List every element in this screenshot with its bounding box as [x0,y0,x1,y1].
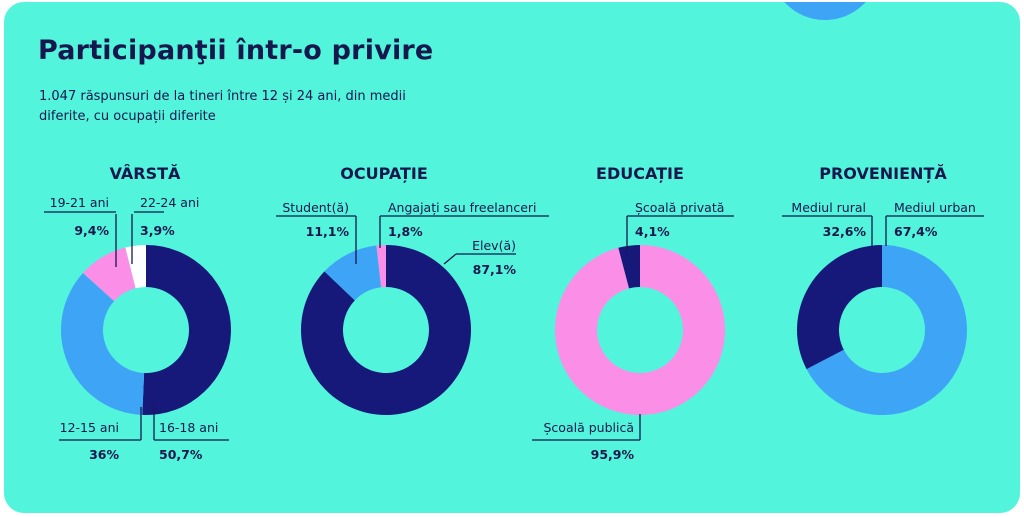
ocupatie-label-elev-a: Elev(ă) [472,238,516,253]
page-subtitle: 1.047 răspunsuri de la tineri între 12 ș… [39,89,406,124]
varsta-label-19-21-ani: 19-21 ani [50,195,109,210]
ocupatie-chart-title: OCUPAȚIE [340,164,428,183]
educatie-slice-scoala-privata [618,245,640,289]
ocupatie-value-student-a: 11,1% [306,224,350,239]
varsta-label-12-15-ani: 12-15 ani [60,420,119,435]
educatie-slice-scoala-publica [555,245,726,415]
varsta-label-22-24-ani: 22-24 ani [140,195,199,210]
provenienta-value-mediul-urban: 67,4% [894,224,938,239]
ocupatie-slice-angajati-sau-freelanceri [376,245,386,288]
ocupatie-value-angajati-sau-freelanceri: 1,8% [388,224,423,239]
provenienta-label-mediul-urban: Mediul urban [894,200,976,215]
page-title: Participanţii într-o privire [38,35,434,66]
provenienta-slice-mediul-rural [797,245,882,370]
provenienta-label-mediul-rural: Mediul rural [791,200,866,215]
varsta-chart-title: VÂRSTĂ [110,164,181,183]
infographic-card: Participanţii într-o privire 1.047 răspu… [4,2,1020,513]
educatie-label-scoala-publica: Școală publică [544,420,635,435]
provenienta-slice-mediul-urban [806,245,967,415]
provenienta-value-mediul-rural: 32,6% [823,224,867,239]
varsta-slice-12-15-ani [61,272,145,415]
varsta-label-16-18-ani: 16-18 ani [159,420,218,435]
varsta-slice-22-24-ani [125,245,146,289]
varsta-value-16-18-ani: 50,7% [159,447,203,462]
ocupatie-label-student-a: Student(ă) [282,200,349,215]
varsta-value-22-24-ani: 3,9% [140,223,175,238]
ocupatie-pointer-elev-a [443,253,457,265]
educatie-value-scoala-privata: 4,1% [635,224,670,239]
provenienta-chart-title: PROVENIENȚĂ [819,164,947,183]
educatie-chart-title: EDUCAȚIE [596,164,684,183]
ocupatie-label-angajati-sau-freelanceri: Angajați sau freelanceri [388,200,537,215]
ocupatie-slice-student-a [324,245,382,301]
varsta-slice-16-18-ani [142,245,232,416]
ocupatie-value-elev-a: 87,1% [473,262,517,277]
educatie-value-scoala-publica: 95,9% [591,447,635,462]
donut-charts: VÂRSTĂ 22-24 ani 3,9% 19-21 ani 9,4% 12-15 an… [44,164,984,462]
varsta-value-19-21-ani: 9,4% [74,223,109,238]
varsta-slice-19-21-ani [82,247,136,302]
ocupatie-slice-elev-a [301,245,471,415]
varsta-value-12-15-ani: 36% [89,447,119,462]
educatie-label-scoala-privata: Școală privată [635,200,724,215]
